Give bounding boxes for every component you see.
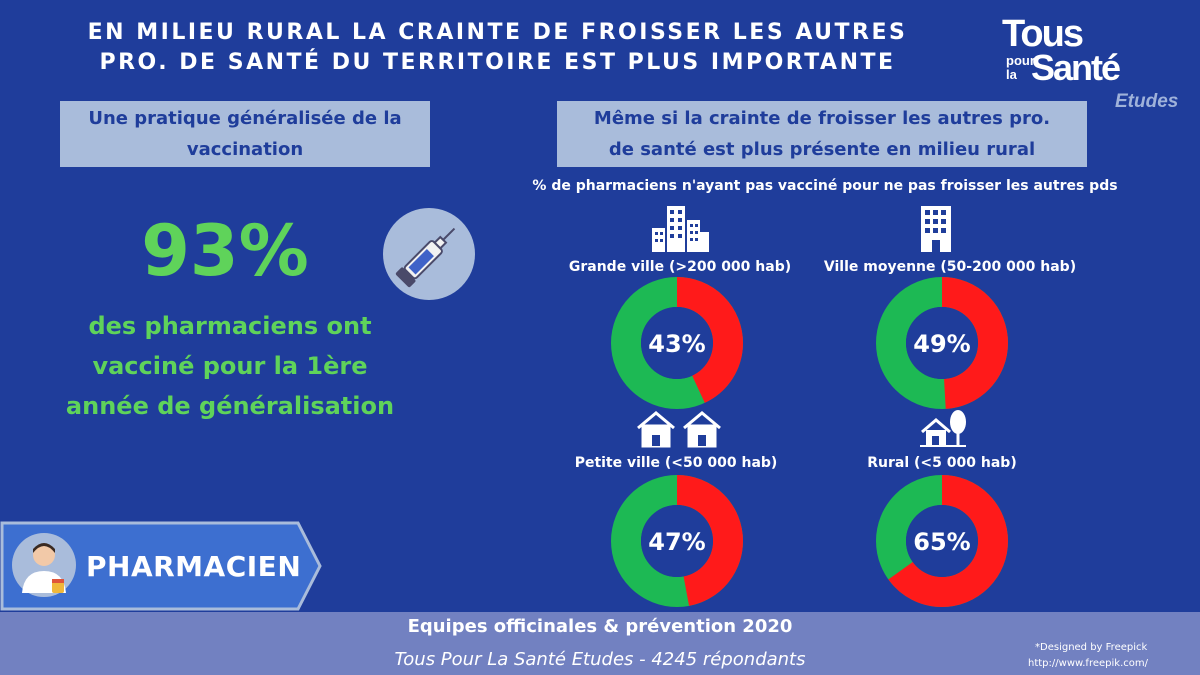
buildings-icon <box>652 206 709 252</box>
donut-center-ville-moyenne <box>906 307 978 379</box>
category-label-petite-ville: Petite ville (<50 000 hab) <box>574 455 778 471</box>
left-heading-box: Une pratique généralisée de la vaccinati… <box>60 101 430 167</box>
logo-la: la <box>1006 67 1017 82</box>
footer-subtitle: Tous Pour La Santé Etudes - 4245 réponda… <box>394 649 806 670</box>
right-heading-line-2: de santé est plus présente en milieu rur… <box>608 139 1036 160</box>
donut-value-arc-rural <box>876 475 1008 607</box>
chart-subtitle: % de pharmaciens n'ayant pas vacciné pou… <box>532 178 1118 194</box>
donut-label-ville-moyenne: 49% <box>913 330 970 358</box>
badge-label: PHARMACIEN <box>86 550 302 583</box>
credit-url: http://www.freepik.com/ <box>1028 658 1148 669</box>
desc-line-3: année de généralisation <box>65 392 395 420</box>
donut-value-arc-ville-moyenne <box>876 277 1008 409</box>
houses-icon <box>637 411 721 448</box>
rural-house-icon <box>920 410 966 447</box>
desc-line-1: des pharmaciens ont <box>88 312 372 340</box>
logo-etudes: Etudes <box>1115 91 1179 112</box>
right-heading-line-1: Même si la crainte de froisser les autre… <box>593 108 1051 129</box>
category-label-grande-ville: Grande ville (>200 000 hab) <box>568 259 792 275</box>
title-line-2: PRO. DE SANTÉ DU TERRITOIRE EST PLUS IMP… <box>99 50 896 75</box>
left-heading-line-1: Une pratique généralisée de la <box>88 108 402 129</box>
donut-label-petite-ville: 47% <box>648 528 705 556</box>
donut-ville-moyenne: 49% <box>876 277 1008 409</box>
logo-tous: Tous <box>1002 13 1084 55</box>
vaccination-rate-value: 93% <box>141 210 309 292</box>
donut-value-arc-grande-ville <box>611 277 743 409</box>
donut-rural: 65% <box>876 475 1008 607</box>
donut-label-grande-ville: 43% <box>648 330 705 358</box>
footer-title: Equipes officinales & prévention 2020 <box>407 616 793 637</box>
desc-line-2: vacciné pour la 1ère <box>92 352 368 380</box>
donut-center-petite-ville <box>641 505 713 577</box>
footer-bar <box>0 612 1200 675</box>
donut-label-rural: 65% <box>913 528 970 556</box>
right-heading-box: Même si la crainte de froisser les autre… <box>557 101 1087 167</box>
syringe-icon <box>383 208 475 300</box>
logo-pour: pour <box>1006 53 1035 68</box>
donut-value-arc-petite-ville <box>611 475 743 607</box>
building-icon <box>921 206 951 252</box>
donut-grande-ville: 43% <box>611 277 743 409</box>
pharmacien-badge <box>0 521 322 611</box>
credit-designed-by: *Designed by Freepick <box>1035 642 1148 653</box>
donut-center-rural <box>906 505 978 577</box>
category-label-ville-moyenne: Ville moyenne (50-200 000 hab) <box>823 259 1077 275</box>
left-heading-line-2: vaccination <box>186 139 304 160</box>
category-label-rural: Rural (<5 000 hab) <box>867 455 1017 471</box>
logo-sante: Santé <box>1031 47 1121 88</box>
page-title: EN MILIEU RURAL LA CRAINTE DE FROISSER L… <box>10 18 985 78</box>
donut-petite-ville: 47% <box>611 475 743 607</box>
title-line-1: EN MILIEU RURAL LA CRAINTE DE FROISSER L… <box>87 20 908 45</box>
donut-center-grande-ville <box>641 307 713 379</box>
vaccination-rate-description: des pharmaciens ont vacciné pour la 1ère… <box>30 306 430 426</box>
